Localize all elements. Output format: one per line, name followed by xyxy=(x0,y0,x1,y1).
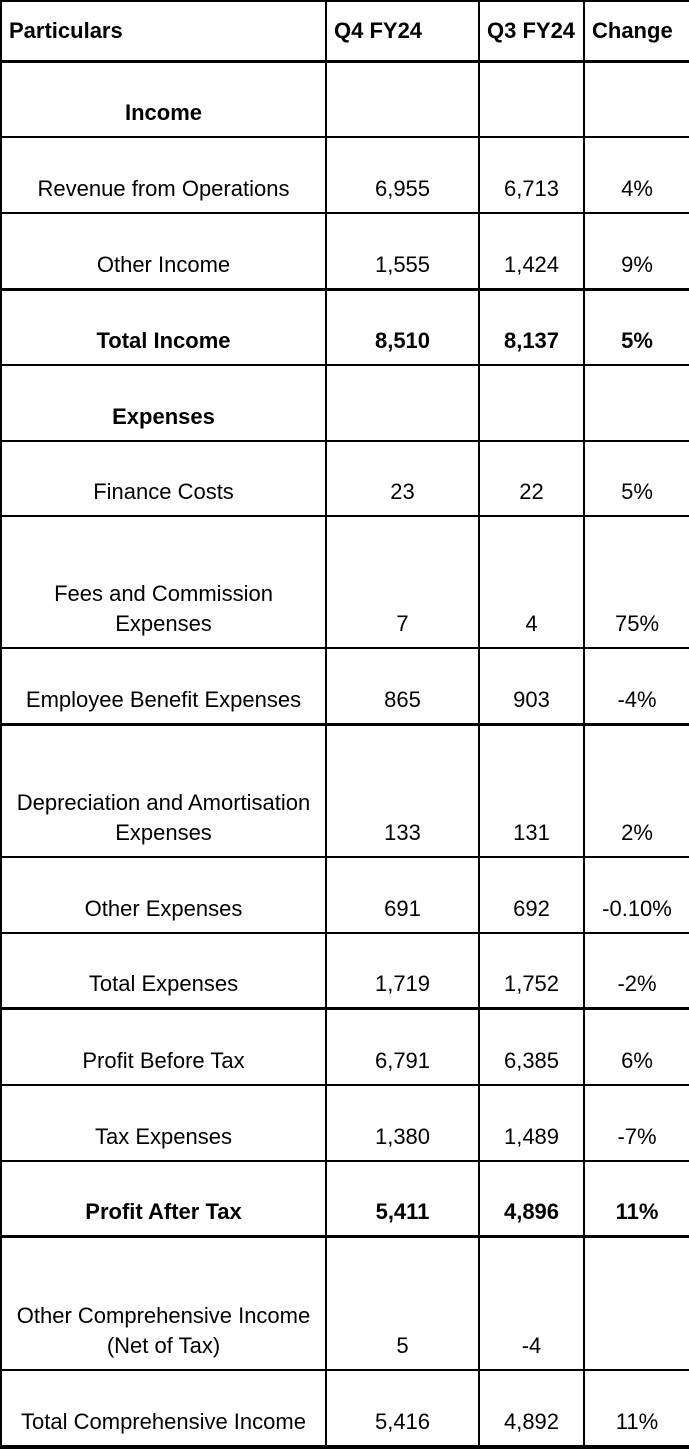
q4-value: 23 xyxy=(325,439,480,518)
q3-value: 1,424 xyxy=(478,211,585,291)
change-value: 4% xyxy=(583,136,689,214)
q3-value: 4,892 xyxy=(478,1368,585,1449)
row-other-comprehensive-income: Other Comprehensive Income (Net of Tax) … xyxy=(0,1235,689,1371)
col-header-q4-fy24: Q4 FY24 xyxy=(325,0,480,63)
row-label: Total Expenses xyxy=(0,931,327,1011)
q3-value: 1,489 xyxy=(478,1084,585,1162)
change-value: -7% xyxy=(583,1084,689,1162)
change-value: -0.10% xyxy=(583,856,689,934)
row-finance-costs: Finance Costs 23 22 5% xyxy=(0,439,689,518)
row-label: Expenses xyxy=(0,364,327,442)
row-label: Profit Before Tax xyxy=(0,1007,327,1087)
row-other-income: Other Income 1,555 1,424 9% xyxy=(0,211,689,291)
row-label: Other Expenses xyxy=(0,856,327,934)
row-profit-before-tax: Profit Before Tax 6,791 6,385 6% xyxy=(0,1007,689,1087)
q3-value: 1,752 xyxy=(478,931,585,1011)
row-label: Employee Benefit Expenses xyxy=(0,646,327,726)
q4-value: 6,791 xyxy=(325,1007,480,1087)
row-label: Income xyxy=(0,59,327,139)
row-total-comprehensive-income: Total Comprehensive Income 5,416 4,892 1… xyxy=(0,1368,689,1449)
row-revenue-from-operations: Revenue from Operations 6,955 6,713 4% xyxy=(0,136,689,214)
row-expenses-section: Expenses xyxy=(0,364,689,442)
q4-value: 133 xyxy=(325,723,480,859)
row-tax-expenses: Tax Expenses 1,380 1,489 -7% xyxy=(0,1084,689,1162)
row-label: Fees and Commission Expenses xyxy=(0,515,327,649)
change-value: -2% xyxy=(583,931,689,1011)
change-value: 11% xyxy=(583,1368,689,1449)
q3-value: 4 xyxy=(478,515,585,649)
change-value: 11% xyxy=(583,1159,689,1239)
q3-value: 4,896 xyxy=(478,1159,585,1239)
q3-value: 131 xyxy=(478,723,585,859)
q3-value: 22 xyxy=(478,439,585,518)
change-value xyxy=(583,1235,689,1371)
row-total-expenses: Total Expenses 1,719 1,752 -2% xyxy=(0,931,689,1011)
row-label: Other Income xyxy=(0,211,327,291)
row-label: Finance Costs xyxy=(0,439,327,518)
row-employee-benefit-expenses: Employee Benefit Expenses 865 903 -4% xyxy=(0,646,689,726)
row-income-section: Income xyxy=(0,59,689,139)
row-label: Total Income xyxy=(0,287,327,367)
change-value: 5% xyxy=(583,439,689,518)
header-row: Particulars Q4 FY24 Q3 FY24 Change xyxy=(0,0,689,63)
q4-value: 1,380 xyxy=(325,1084,480,1162)
change-value xyxy=(583,364,689,442)
q3-value: 6,385 xyxy=(478,1007,585,1087)
col-header-q3-fy24: Q3 FY24 xyxy=(478,0,585,63)
q4-value: 8,510 xyxy=(325,287,480,367)
q3-value: 6,713 xyxy=(478,136,585,214)
q4-value: 5,411 xyxy=(325,1159,480,1239)
q3-value: -4 xyxy=(478,1235,585,1371)
q4-value: 6,955 xyxy=(325,136,480,214)
col-header-change: Change xyxy=(583,0,689,63)
change-value: 5% xyxy=(583,287,689,367)
q4-value: 865 xyxy=(325,646,480,726)
q3-value: 692 xyxy=(478,856,585,934)
row-label: Total Comprehensive Income xyxy=(0,1368,327,1449)
q4-value: 691 xyxy=(325,856,480,934)
change-value: 9% xyxy=(583,211,689,291)
change-value xyxy=(583,59,689,139)
change-value: 2% xyxy=(583,723,689,859)
q3-value xyxy=(478,364,585,442)
row-fees-and-commission-expenses: Fees and Commission Expenses 7 4 75% xyxy=(0,515,689,649)
q4-value: 5,416 xyxy=(325,1368,480,1449)
change-value: -4% xyxy=(583,646,689,726)
q4-value: 1,719 xyxy=(325,931,480,1011)
row-label: Tax Expenses xyxy=(0,1084,327,1162)
row-label: Profit After Tax xyxy=(0,1159,327,1239)
q4-value xyxy=(325,364,480,442)
q4-value xyxy=(325,59,480,139)
q3-value: 8,137 xyxy=(478,287,585,367)
row-label: Depreciation and Amortisation Expenses xyxy=(0,723,327,859)
row-label: Other Comprehensive Income (Net of Tax) xyxy=(0,1235,327,1371)
q4-value: 1,555 xyxy=(325,211,480,291)
col-header-particulars: Particulars xyxy=(0,0,327,63)
q3-value xyxy=(478,59,585,139)
change-value: 6% xyxy=(583,1007,689,1087)
row-other-expenses: Other Expenses 691 692 -0.10% xyxy=(0,856,689,934)
row-profit-after-tax: Profit After Tax 5,411 4,896 11% xyxy=(0,1159,689,1239)
row-depreciation-and-amortisation-expenses: Depreciation and Amortisation Expenses 1… xyxy=(0,723,689,859)
row-label: Revenue from Operations xyxy=(0,136,327,214)
q4-value: 5 xyxy=(325,1235,480,1371)
q3-value: 903 xyxy=(478,646,585,726)
row-total-income: Total Income 8,510 8,137 5% xyxy=(0,287,689,367)
q4-value: 7 xyxy=(325,515,480,649)
change-value: 75% xyxy=(583,515,689,649)
